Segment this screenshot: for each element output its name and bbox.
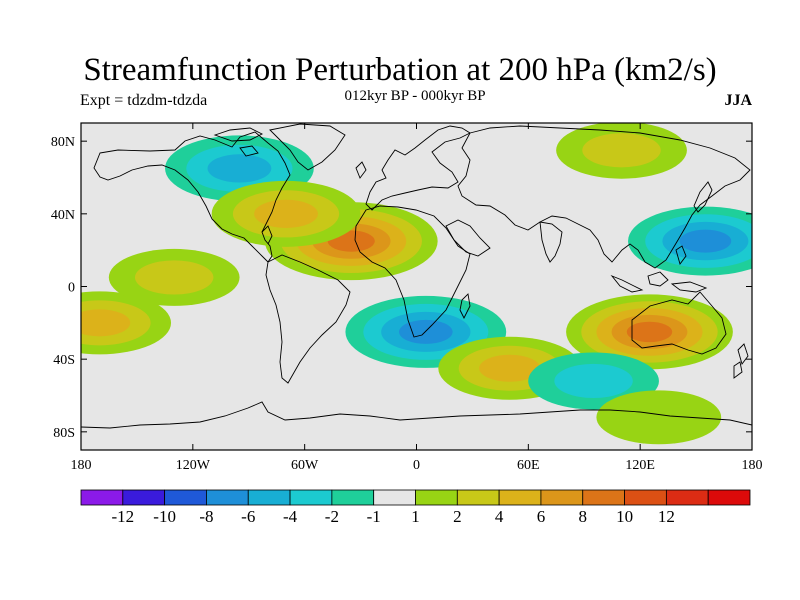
colorbar-label: 12	[658, 507, 675, 526]
coastline-madagascar	[459, 293, 471, 320]
lon-tick-label: 180	[742, 458, 763, 473]
coastline-arctic-islands	[213, 127, 264, 157]
field-feature	[628, 206, 752, 276]
contour-level	[554, 363, 633, 399]
colorbar-label: 2	[453, 507, 462, 526]
contour-level	[81, 309, 131, 337]
colorbar-label: -1	[367, 507, 381, 526]
field-feature	[596, 390, 722, 445]
colorbar-swatch	[540, 489, 584, 506]
lat-tick-label: 40S	[53, 353, 75, 368]
coastline-japan	[693, 181, 713, 213]
colorbar-swatch	[582, 489, 625, 506]
coastline-new-zealand	[733, 343, 749, 379]
experiment-label: Expt = tdzdm-tdzda	[80, 92, 208, 109]
colorbar-swatch	[707, 489, 751, 506]
colorbar-swatch	[80, 489, 124, 506]
lon-tick-label: 0	[413, 458, 420, 473]
colorbar-swatch	[456, 489, 500, 506]
coastline-africa	[354, 205, 471, 338]
contour-level	[134, 260, 214, 295]
colorbar-label: 10	[616, 507, 633, 526]
colorbar-swatch	[247, 489, 291, 506]
coastline-australia	[631, 291, 727, 355]
field-feature	[556, 123, 687, 179]
contour-level	[399, 319, 453, 344]
lon-tick-label: 120E	[625, 458, 655, 473]
colorbar-label: -12	[111, 507, 134, 526]
contour-field	[81, 123, 752, 445]
field-feature	[81, 291, 172, 355]
colorbar-swatch	[415, 489, 458, 506]
colorbar-label: -4	[283, 507, 298, 526]
lon-tick-label: 120W	[176, 458, 211, 473]
coastline-india	[539, 221, 563, 263]
chart-title: Streamfunction Perturbation at 200 hPa (…	[83, 52, 717, 88]
colorbar-label: -2	[325, 507, 339, 526]
field-feature	[108, 248, 240, 306]
colorbar-label: -8	[199, 507, 213, 526]
coastline-europe	[365, 125, 471, 211]
coastline-south-america	[265, 254, 351, 384]
lat-tick-label: 40N	[51, 208, 75, 223]
colorbar-swatch	[289, 489, 333, 506]
contour-level	[254, 199, 318, 228]
colorbar-label: -10	[153, 507, 176, 526]
colorbar-label: 8	[579, 507, 588, 526]
lat-tick-label: 0	[68, 281, 75, 296]
colorbar-swatch	[665, 489, 709, 506]
coastline-north-america	[93, 131, 291, 263]
coastline-indonesia	[610, 271, 708, 293]
lon-tick-label: 60E	[517, 458, 540, 473]
coastline-arabia	[445, 219, 491, 257]
colorbar-swatch	[498, 489, 542, 506]
axes: 80N 40N 0 40S 80S 180 120W 60W 0 60E 120E 180	[51, 123, 763, 473]
field-feature	[211, 180, 361, 247]
lat-tick-label: 80S	[53, 426, 75, 441]
coastlines	[81, 123, 752, 429]
coastline-antarctica	[81, 401, 752, 429]
colorbar: -12 -10 -8 -6 -4 -2 -1 1 2 4 6 8 10 12	[80, 489, 751, 526]
colorbar-label: -6	[241, 507, 255, 526]
lat-tick-label: 80N	[51, 135, 75, 150]
lon-tick-label: 180	[71, 458, 92, 473]
contour-level	[582, 133, 661, 168]
contour-level	[596, 390, 722, 445]
coastline-florida	[261, 225, 273, 245]
contour-level	[479, 354, 541, 382]
contour-level	[679, 229, 732, 253]
colorbar-swatch	[206, 489, 249, 506]
chart-subtitle: 012kyr BP - 000kyr BP	[344, 88, 486, 104]
coastline-british-isles	[355, 161, 367, 179]
colorbar-label: 6	[537, 507, 546, 526]
colorbar-swatch	[624, 489, 667, 506]
colorbar-swatch	[373, 489, 416, 506]
colorbar-label: 4	[495, 507, 504, 526]
lon-tick-label: 60W	[291, 458, 319, 473]
colorbar-swatch	[331, 489, 375, 506]
contour-level	[207, 154, 272, 183]
coastline-philippines	[675, 245, 687, 265]
coastline-asia	[457, 125, 751, 269]
contour-level	[626, 321, 673, 343]
colorbar-swatch	[122, 489, 166, 506]
season-label: JJA	[724, 92, 752, 109]
field-feature	[566, 294, 733, 370]
coastline-greenland	[269, 123, 346, 171]
colorbar-label: 1	[411, 507, 420, 526]
colorbar-swatch	[164, 489, 207, 506]
